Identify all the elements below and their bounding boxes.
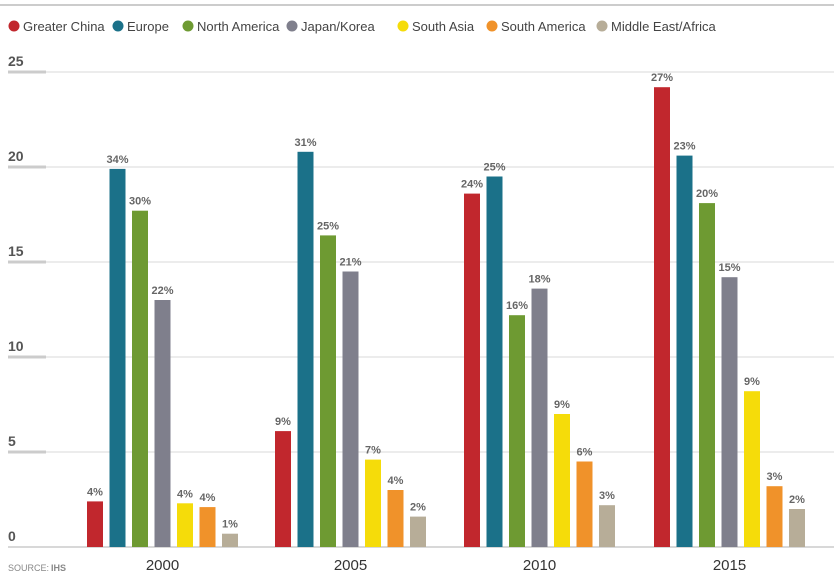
bar [509, 315, 525, 547]
legend-item: South America [486, 19, 586, 34]
bar [766, 486, 783, 547]
x-axis: 2000 2005 2010 2015 [146, 557, 746, 573]
y-tick-label: 5 [8, 433, 16, 449]
data-label: 23% [673, 141, 695, 153]
data-label: 2% [789, 494, 805, 506]
x-tick-label: 2015 [713, 557, 746, 573]
legend-label: Japan/Korea [301, 19, 375, 34]
bar [576, 461, 593, 547]
bar [177, 503, 193, 547]
legend-swatch [397, 20, 409, 32]
legend-swatch [486, 20, 498, 32]
source-name: IHS [51, 563, 66, 573]
bar [676, 155, 693, 547]
bar [342, 271, 359, 547]
data-label: 4% [388, 475, 404, 487]
legend-swatch [182, 20, 194, 32]
y-tick-label: 0 [8, 528, 16, 544]
legend: Greater China Europe North America Japan/Ko… [8, 19, 717, 34]
legend-swatch [8, 20, 20, 32]
data-label: 3% [599, 490, 615, 502]
legend-label: North America [197, 19, 280, 34]
legend-item: Europe [112, 19, 169, 34]
bar [789, 509, 805, 547]
bar [699, 203, 715, 547]
bar [486, 176, 503, 547]
bar [599, 505, 615, 547]
legend-item: Japan/Korea [286, 19, 375, 34]
data-labels: 4%34%30%22%4% 4%1%9%31%25%21%7%4%2%24%25%… [87, 72, 805, 531]
data-label: 3% [767, 471, 783, 483]
bar [721, 277, 738, 547]
legend-label: Europe [127, 19, 169, 34]
y-tick-label: 15 [8, 243, 24, 259]
data-label: 27% [651, 72, 673, 84]
legend-swatch [112, 20, 124, 32]
legend-item: Middle East/Africa [596, 19, 717, 34]
data-label: 9% [744, 376, 760, 388]
data-label: 18% [528, 274, 550, 286]
bar [744, 391, 760, 547]
bar [410, 516, 426, 547]
x-tick-label: 2005 [334, 557, 367, 573]
data-label: 31% [294, 137, 316, 149]
y-axis: 0 5 10 15 20 25 [8, 53, 24, 544]
bar [554, 414, 570, 547]
bar [387, 490, 404, 547]
data-label: 6% [577, 447, 593, 459]
bar [109, 168, 126, 547]
data-label: 16% [506, 300, 528, 312]
y-tick-label: 25 [8, 53, 24, 69]
bar [199, 507, 216, 547]
bar [132, 210, 148, 547]
bar [654, 87, 670, 547]
data-label: 21% [339, 257, 361, 269]
data-label: 9% [275, 416, 291, 428]
bar [87, 501, 103, 547]
source-note: SOURCE: IHS [8, 563, 66, 573]
data-label: 9% [554, 399, 570, 411]
data-label: 15% [718, 262, 740, 274]
data-label: 20% [696, 188, 718, 200]
data-label: 22% [151, 285, 173, 297]
bar [275, 431, 291, 547]
legend-item: Greater China [8, 19, 105, 34]
data-label: 34% [106, 154, 128, 166]
legend-label: Middle East/Africa [611, 19, 717, 34]
data-label: 25% [483, 162, 505, 174]
legend-swatch [596, 20, 608, 32]
data-label: 2% [410, 502, 426, 514]
data-label: 4% [177, 488, 193, 500]
legend-item: North America [182, 19, 280, 34]
data-label: 4% [87, 486, 103, 498]
legend-label: South Asia [412, 19, 475, 34]
x-tick-label: 2010 [523, 557, 556, 573]
legend-label: Greater China [23, 19, 105, 34]
bar [531, 288, 548, 547]
y-tick-label: 20 [8, 148, 24, 164]
y-tick-label: 10 [8, 338, 24, 354]
data-label: 24% [461, 179, 483, 191]
data-label: 30% [129, 196, 151, 208]
bars [87, 87, 805, 548]
data-label: 7% [365, 445, 381, 457]
bar [464, 193, 480, 547]
legend-swatch [286, 20, 298, 32]
bar [365, 459, 381, 547]
bar [222, 533, 238, 547]
x-tick-label: 2000 [146, 557, 179, 573]
bar [297, 151, 314, 548]
source-prefix: SOURCE: [8, 563, 49, 573]
bar [320, 235, 336, 547]
data-label: 4% [200, 492, 216, 504]
bar [154, 300, 171, 547]
legend-label: South America [501, 19, 586, 34]
data-label: 1% [222, 519, 238, 531]
data-label: 25% [317, 220, 339, 232]
legend-item: South Asia [397, 19, 475, 34]
